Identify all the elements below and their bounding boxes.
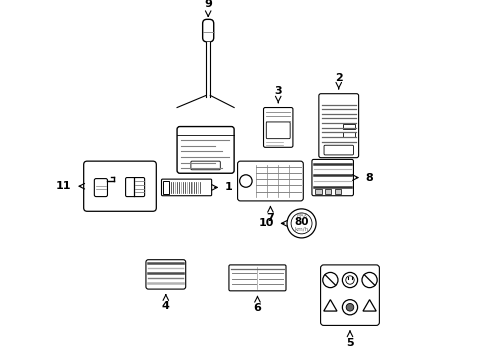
FancyBboxPatch shape [237, 161, 303, 201]
Text: km/h: km/h [294, 226, 308, 231]
Text: 11: 11 [56, 181, 71, 191]
FancyBboxPatch shape [263, 108, 292, 147]
Circle shape [346, 303, 353, 311]
Text: 5: 5 [346, 338, 353, 347]
Text: 4: 4 [162, 301, 169, 311]
Bar [163, 181, 169, 194]
FancyBboxPatch shape [190, 161, 220, 170]
FancyBboxPatch shape [177, 127, 234, 173]
Text: MAX: MAX [295, 213, 306, 218]
FancyBboxPatch shape [320, 265, 379, 325]
Polygon shape [177, 95, 234, 108]
Text: 80: 80 [294, 217, 308, 227]
Text: 3: 3 [274, 86, 282, 96]
FancyBboxPatch shape [202, 19, 213, 42]
Text: 2: 2 [334, 73, 342, 83]
FancyBboxPatch shape [145, 260, 185, 289]
Bar [342, 132, 354, 137]
Bar [342, 124, 354, 129]
Bar [315, 189, 321, 194]
FancyBboxPatch shape [94, 179, 107, 197]
FancyBboxPatch shape [125, 177, 144, 197]
FancyBboxPatch shape [228, 265, 285, 291]
Text: 1: 1 [224, 183, 232, 193]
Text: 8: 8 [365, 172, 372, 183]
FancyBboxPatch shape [161, 179, 211, 196]
Text: 9: 9 [204, 0, 212, 9]
Bar [334, 189, 340, 194]
Text: 6: 6 [253, 303, 261, 313]
Text: 10: 10 [258, 219, 273, 228]
FancyBboxPatch shape [324, 145, 353, 155]
Text: 7: 7 [266, 213, 274, 223]
FancyBboxPatch shape [318, 94, 358, 158]
FancyBboxPatch shape [266, 122, 289, 139]
Bar [325, 189, 331, 194]
FancyBboxPatch shape [311, 159, 353, 196]
FancyBboxPatch shape [83, 161, 156, 211]
